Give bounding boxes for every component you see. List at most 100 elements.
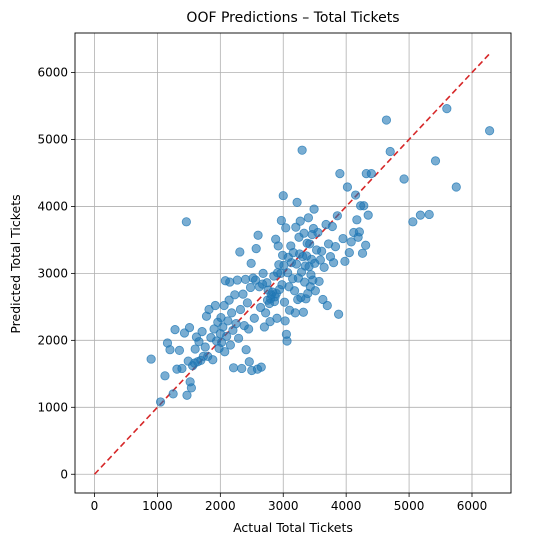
- data-point: [366, 169, 376, 179]
- data-point: [241, 345, 251, 355]
- data-point: [240, 274, 251, 285]
- data-point: [276, 215, 286, 226]
- y-tick-label: 1000: [37, 400, 68, 414]
- data-point: [430, 156, 441, 166]
- data-point: [354, 227, 364, 237]
- data-point: [310, 286, 320, 296]
- data-point: [305, 239, 315, 249]
- data-point: [258, 268, 268, 278]
- data-point: [351, 190, 361, 200]
- y-tick-label: 5000: [37, 132, 68, 146]
- data-point: [200, 342, 210, 352]
- data-point: [225, 277, 235, 287]
- data-point: [485, 126, 495, 136]
- data-point: [346, 237, 356, 247]
- data-point: [309, 204, 319, 214]
- data-point: [224, 295, 234, 305]
- data-point: [228, 363, 239, 373]
- data-point: [245, 282, 256, 293]
- data-point: [155, 397, 166, 407]
- data-points: [146, 104, 495, 407]
- data-point: [344, 248, 354, 258]
- data-point: [238, 289, 248, 299]
- data-point: [227, 308, 237, 318]
- data-point: [278, 191, 288, 201]
- data-point: [328, 258, 339, 268]
- data-point: [232, 275, 242, 285]
- data-point: [242, 298, 252, 308]
- y-tick-label: 6000: [37, 66, 68, 80]
- data-point: [359, 201, 369, 211]
- data-point: [292, 197, 302, 208]
- data-point: [223, 316, 233, 326]
- data-point: [222, 331, 232, 341]
- data-point: [186, 383, 196, 393]
- y-axis-ticks: 0 1000 2000 3000 4000 5000 6000: [37, 66, 75, 481]
- data-point: [194, 337, 204, 347]
- data-point: [424, 209, 434, 220]
- data-point: [259, 322, 269, 332]
- data-point: [273, 241, 283, 251]
- data-point: [244, 357, 254, 367]
- data-point: [218, 322, 228, 332]
- data-point: [415, 210, 426, 220]
- data-point: [282, 336, 292, 346]
- data-point: [357, 248, 368, 258]
- data-point: [262, 278, 272, 288]
- data-point: [298, 307, 308, 317]
- data-point: [225, 340, 235, 350]
- data-point: [208, 355, 218, 365]
- x-tick-label: 6000: [457, 499, 488, 513]
- data-point: [256, 362, 266, 372]
- data-point: [280, 316, 290, 326]
- x-tick-label: 4000: [331, 499, 362, 513]
- data-point: [289, 286, 300, 296]
- data-point: [332, 211, 342, 221]
- data-point: [182, 390, 192, 400]
- data-point: [295, 216, 305, 226]
- data-point: [334, 309, 344, 319]
- chart-title: OOF Predictions – Total Tickets: [186, 10, 399, 26]
- data-point: [340, 256, 350, 266]
- data-point: [313, 227, 323, 238]
- data-point: [197, 327, 207, 337]
- data-point: [330, 241, 341, 252]
- x-tick-label: 3000: [268, 499, 299, 513]
- data-point: [251, 244, 261, 254]
- x-axis-label: Actual Total Tickets: [233, 520, 353, 535]
- data-point: [177, 363, 187, 374]
- x-tick-label: 5000: [394, 499, 425, 513]
- data-point: [272, 313, 282, 323]
- data-point: [249, 313, 259, 323]
- data-point: [216, 337, 227, 347]
- data-point: [160, 371, 170, 381]
- y-tick-label: 3000: [37, 266, 68, 280]
- data-point: [381, 115, 392, 125]
- data-point: [451, 182, 461, 192]
- data-point: [235, 247, 245, 257]
- data-point: [235, 304, 246, 315]
- data-point: [322, 300, 332, 311]
- data-point: [190, 344, 200, 354]
- data-point: [442, 104, 452, 114]
- data-point: [231, 318, 241, 329]
- data-point: [281, 223, 291, 233]
- data-point: [363, 210, 373, 220]
- data-point: [220, 347, 230, 357]
- x-tick-label: 2000: [205, 499, 236, 513]
- y-tick-label: 0: [60, 467, 68, 481]
- data-point: [338, 233, 348, 244]
- data-point: [174, 345, 185, 355]
- data-point: [352, 215, 362, 225]
- data-point: [184, 323, 195, 333]
- data-point: [233, 333, 244, 343]
- data-point: [335, 169, 345, 179]
- y-axis-label: Predicted Total Tickets: [8, 194, 23, 333]
- plot-area-frame: [74, 32, 512, 494]
- x-tick-label: 1000: [142, 499, 173, 513]
- data-point: [361, 240, 371, 250]
- data-point: [290, 308, 300, 318]
- data-point: [297, 145, 307, 155]
- data-point: [342, 182, 353, 192]
